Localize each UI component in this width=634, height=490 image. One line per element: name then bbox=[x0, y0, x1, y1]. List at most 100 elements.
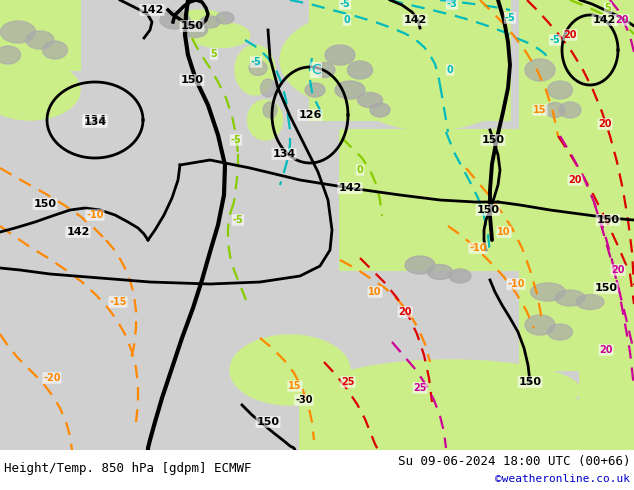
Ellipse shape bbox=[449, 269, 471, 283]
Ellipse shape bbox=[0, 60, 80, 120]
Ellipse shape bbox=[525, 59, 555, 81]
Ellipse shape bbox=[200, 16, 220, 28]
Ellipse shape bbox=[525, 315, 555, 335]
Text: Height/Temp. 850 hPa [gdpm] ECMWF: Height/Temp. 850 hPa [gdpm] ECMWF bbox=[4, 462, 252, 474]
Ellipse shape bbox=[576, 294, 604, 310]
Text: 150: 150 bbox=[597, 215, 619, 225]
Ellipse shape bbox=[280, 10, 460, 110]
Text: 15: 15 bbox=[533, 105, 547, 115]
Ellipse shape bbox=[183, 23, 207, 38]
Text: -5: -5 bbox=[250, 57, 261, 67]
Ellipse shape bbox=[0, 46, 20, 64]
Text: ©weatheronline.co.uk: ©weatheronline.co.uk bbox=[495, 474, 630, 484]
Ellipse shape bbox=[305, 83, 325, 97]
Text: 150: 150 bbox=[257, 417, 280, 427]
Text: 5: 5 bbox=[210, 49, 217, 59]
Ellipse shape bbox=[249, 60, 267, 75]
Ellipse shape bbox=[26, 31, 54, 49]
Text: -10: -10 bbox=[507, 279, 525, 289]
Text: 20: 20 bbox=[615, 15, 629, 25]
Text: -3: -3 bbox=[446, 0, 457, 9]
Ellipse shape bbox=[548, 324, 573, 340]
Text: 150: 150 bbox=[481, 135, 505, 145]
Text: -5: -5 bbox=[340, 0, 351, 9]
FancyBboxPatch shape bbox=[579, 250, 634, 450]
Text: -10: -10 bbox=[86, 210, 104, 220]
Text: 20: 20 bbox=[568, 175, 582, 185]
Text: 150: 150 bbox=[595, 283, 618, 293]
Ellipse shape bbox=[261, 79, 276, 97]
FancyBboxPatch shape bbox=[300, 400, 580, 450]
Text: 5: 5 bbox=[605, 3, 611, 13]
FancyBboxPatch shape bbox=[520, 0, 634, 250]
FancyBboxPatch shape bbox=[340, 130, 634, 270]
FancyBboxPatch shape bbox=[520, 270, 634, 370]
Text: 15: 15 bbox=[288, 381, 302, 391]
Text: 20: 20 bbox=[563, 30, 577, 40]
Text: 150: 150 bbox=[181, 75, 204, 85]
FancyBboxPatch shape bbox=[309, 0, 510, 121]
Text: 20: 20 bbox=[611, 265, 624, 275]
Ellipse shape bbox=[160, 11, 190, 29]
Ellipse shape bbox=[555, 290, 585, 306]
Text: 10: 10 bbox=[368, 287, 382, 297]
Ellipse shape bbox=[350, 50, 510, 130]
Ellipse shape bbox=[427, 265, 453, 279]
Ellipse shape bbox=[340, 130, 540, 250]
Text: -15: -15 bbox=[109, 297, 127, 307]
Ellipse shape bbox=[263, 102, 277, 118]
Ellipse shape bbox=[320, 360, 580, 420]
Ellipse shape bbox=[370, 103, 390, 117]
Text: 150: 150 bbox=[477, 205, 500, 215]
Text: -5: -5 bbox=[231, 135, 242, 145]
Ellipse shape bbox=[1, 21, 36, 43]
Ellipse shape bbox=[548, 81, 573, 99]
Text: -30: -30 bbox=[295, 395, 313, 405]
Ellipse shape bbox=[405, 256, 435, 274]
Text: 142: 142 bbox=[403, 15, 427, 25]
Text: 10: 10 bbox=[497, 227, 511, 237]
FancyBboxPatch shape bbox=[0, 0, 81, 70]
Ellipse shape bbox=[559, 102, 581, 118]
Ellipse shape bbox=[230, 335, 350, 405]
FancyBboxPatch shape bbox=[579, 0, 634, 70]
Text: 126: 126 bbox=[299, 110, 321, 120]
Ellipse shape bbox=[42, 41, 67, 59]
Text: -5: -5 bbox=[550, 35, 560, 45]
Ellipse shape bbox=[190, 23, 250, 48]
Text: -5: -5 bbox=[505, 13, 515, 23]
Text: -20: -20 bbox=[43, 373, 61, 383]
Text: 150: 150 bbox=[34, 199, 56, 209]
Text: 134: 134 bbox=[84, 117, 107, 127]
Ellipse shape bbox=[247, 100, 283, 140]
Ellipse shape bbox=[335, 81, 365, 99]
Ellipse shape bbox=[235, 45, 275, 95]
Text: 20: 20 bbox=[599, 345, 612, 355]
Text: 25: 25 bbox=[341, 377, 355, 387]
Text: 150: 150 bbox=[181, 21, 204, 31]
Text: 142: 142 bbox=[339, 183, 361, 193]
Text: 142: 142 bbox=[592, 15, 616, 25]
Text: C: C bbox=[311, 63, 321, 77]
Text: 0: 0 bbox=[446, 65, 453, 75]
Text: 20: 20 bbox=[398, 307, 411, 317]
Text: 134: 134 bbox=[273, 149, 295, 159]
Text: 142: 142 bbox=[140, 5, 164, 15]
Ellipse shape bbox=[175, 10, 225, 30]
Ellipse shape bbox=[325, 45, 355, 65]
Text: 20: 20 bbox=[598, 119, 612, 129]
Text: 0: 0 bbox=[356, 165, 363, 175]
Text: -5: -5 bbox=[233, 215, 243, 225]
Text: 0: 0 bbox=[344, 15, 351, 25]
Text: 134: 134 bbox=[84, 115, 107, 125]
Ellipse shape bbox=[358, 93, 382, 107]
Ellipse shape bbox=[520, 220, 634, 300]
Ellipse shape bbox=[545, 102, 565, 118]
Text: -10: -10 bbox=[469, 243, 487, 253]
Text: Su 09-06-2024 18:00 UTC (00+66): Su 09-06-2024 18:00 UTC (00+66) bbox=[398, 455, 630, 467]
Ellipse shape bbox=[315, 63, 335, 77]
Ellipse shape bbox=[347, 61, 373, 79]
Text: 142: 142 bbox=[67, 227, 89, 237]
Text: 150: 150 bbox=[519, 377, 541, 387]
Text: 25: 25 bbox=[413, 383, 427, 393]
